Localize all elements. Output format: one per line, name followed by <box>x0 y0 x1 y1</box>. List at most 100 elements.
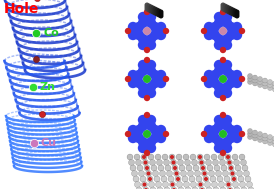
Circle shape <box>178 160 184 166</box>
Circle shape <box>204 70 214 80</box>
Circle shape <box>143 187 149 189</box>
Circle shape <box>125 131 131 137</box>
Circle shape <box>224 176 230 182</box>
Circle shape <box>136 160 141 166</box>
Circle shape <box>179 165 185 171</box>
Circle shape <box>232 133 242 143</box>
Circle shape <box>155 9 159 15</box>
Circle shape <box>217 176 223 182</box>
Circle shape <box>149 181 155 187</box>
Circle shape <box>150 8 156 12</box>
Circle shape <box>142 155 146 159</box>
Circle shape <box>232 30 242 40</box>
Circle shape <box>156 12 161 18</box>
Circle shape <box>235 165 241 171</box>
Circle shape <box>209 170 215 177</box>
Circle shape <box>233 181 238 187</box>
Circle shape <box>258 77 262 81</box>
Circle shape <box>227 160 233 166</box>
Circle shape <box>234 187 240 189</box>
Circle shape <box>150 160 156 166</box>
Circle shape <box>236 170 242 177</box>
Circle shape <box>227 9 232 15</box>
Circle shape <box>172 188 176 189</box>
Circle shape <box>214 34 224 44</box>
Circle shape <box>128 125 138 135</box>
Circle shape <box>128 78 138 88</box>
Circle shape <box>233 12 238 18</box>
Circle shape <box>232 154 238 160</box>
Circle shape <box>192 187 198 189</box>
Circle shape <box>226 22 236 32</box>
Circle shape <box>199 187 205 189</box>
Circle shape <box>138 115 148 125</box>
Circle shape <box>227 8 232 12</box>
Circle shape <box>144 57 150 63</box>
Circle shape <box>137 165 143 171</box>
Circle shape <box>241 160 247 166</box>
Circle shape <box>220 47 226 53</box>
Circle shape <box>198 160 204 166</box>
Circle shape <box>262 139 267 144</box>
Circle shape <box>159 170 165 177</box>
Circle shape <box>247 129 253 133</box>
Circle shape <box>153 11 158 15</box>
Circle shape <box>206 160 212 166</box>
Circle shape <box>247 77 253 81</box>
Circle shape <box>226 70 236 80</box>
Circle shape <box>146 82 156 92</box>
Circle shape <box>147 176 153 182</box>
Circle shape <box>134 70 144 80</box>
Circle shape <box>248 187 254 189</box>
Circle shape <box>219 160 226 166</box>
Circle shape <box>146 66 156 76</box>
Circle shape <box>190 154 196 160</box>
Circle shape <box>201 131 207 137</box>
Circle shape <box>222 88 232 98</box>
Circle shape <box>214 18 224 28</box>
Circle shape <box>146 18 156 28</box>
Circle shape <box>267 138 273 143</box>
Circle shape <box>226 78 236 88</box>
Circle shape <box>214 82 224 92</box>
Circle shape <box>210 78 220 88</box>
Circle shape <box>138 40 148 50</box>
Circle shape <box>138 18 148 28</box>
Circle shape <box>253 133 258 138</box>
Circle shape <box>156 22 166 32</box>
Circle shape <box>187 170 193 177</box>
Circle shape <box>213 160 218 166</box>
Circle shape <box>262 133 267 138</box>
Circle shape <box>171 187 177 189</box>
Text: Hole: Hole <box>4 2 39 16</box>
Circle shape <box>173 166 177 170</box>
Circle shape <box>273 136 274 141</box>
Circle shape <box>132 170 138 177</box>
Circle shape <box>128 30 138 40</box>
Circle shape <box>145 170 152 177</box>
Circle shape <box>143 130 151 138</box>
Circle shape <box>130 165 136 171</box>
Circle shape <box>156 160 162 166</box>
Circle shape <box>150 9 156 15</box>
Circle shape <box>144 112 150 118</box>
Circle shape <box>228 188 232 189</box>
Circle shape <box>273 87 274 92</box>
Circle shape <box>267 80 273 84</box>
Circle shape <box>158 9 164 15</box>
Circle shape <box>165 165 171 171</box>
Circle shape <box>138 60 148 70</box>
Circle shape <box>153 6 158 12</box>
Circle shape <box>239 154 245 160</box>
Circle shape <box>151 165 157 171</box>
Circle shape <box>222 34 232 44</box>
Circle shape <box>183 154 189 160</box>
Circle shape <box>161 176 167 182</box>
Circle shape <box>184 181 190 187</box>
Circle shape <box>200 165 206 171</box>
Circle shape <box>222 5 227 11</box>
Circle shape <box>146 60 156 70</box>
Circle shape <box>167 170 173 177</box>
Circle shape <box>198 155 202 159</box>
Circle shape <box>197 154 203 160</box>
